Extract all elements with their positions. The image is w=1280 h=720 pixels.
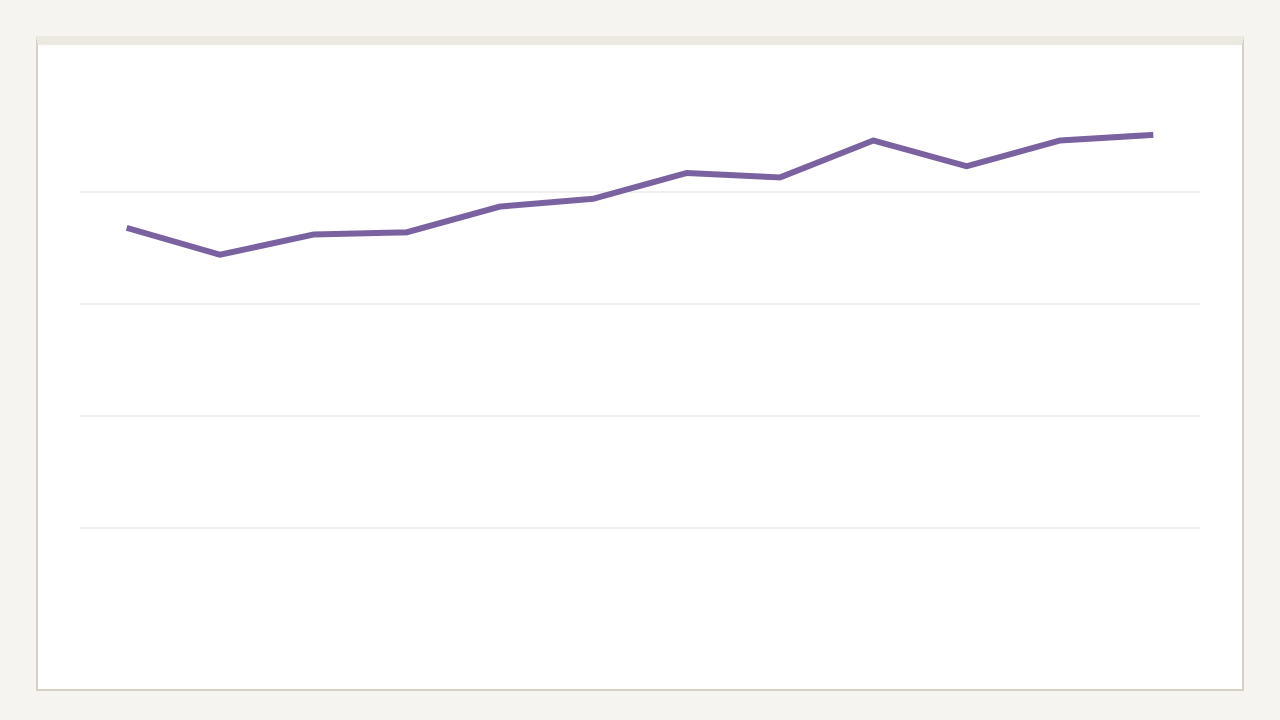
- data-line: [125, 131, 1154, 258]
